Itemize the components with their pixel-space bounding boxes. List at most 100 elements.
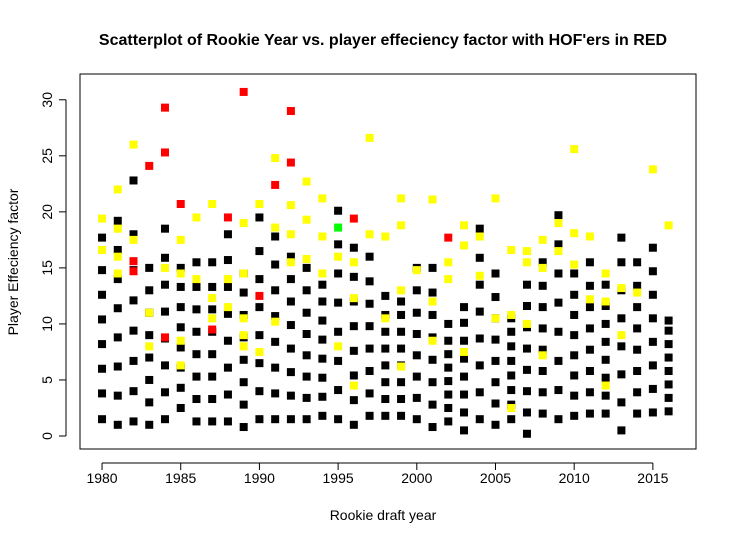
point — [271, 223, 280, 232]
point — [507, 310, 516, 319]
x-tick-label: 1985 — [165, 470, 196, 486]
point — [633, 258, 642, 267]
point — [538, 345, 547, 354]
point — [286, 106, 295, 115]
point — [475, 253, 484, 262]
point — [381, 314, 390, 323]
point — [286, 230, 295, 239]
point — [349, 346, 358, 355]
point — [239, 355, 248, 364]
point — [365, 299, 374, 308]
point — [585, 409, 594, 418]
x-tick-label: 2005 — [480, 470, 511, 486]
point — [554, 211, 563, 220]
point — [255, 213, 264, 222]
point — [302, 372, 311, 381]
point — [444, 390, 453, 399]
point — [334, 415, 343, 424]
point — [223, 213, 232, 222]
point — [617, 331, 626, 340]
point — [239, 219, 248, 228]
x-tick-label: 1980 — [86, 470, 117, 486]
point — [664, 366, 673, 375]
point — [271, 415, 280, 424]
point — [318, 280, 327, 289]
point — [570, 351, 579, 360]
point — [585, 258, 594, 267]
point — [286, 344, 295, 353]
point — [397, 221, 406, 230]
point — [444, 377, 453, 386]
point — [601, 373, 610, 382]
point — [192, 275, 201, 284]
point — [255, 331, 264, 340]
point — [601, 297, 610, 306]
point — [538, 388, 547, 397]
point — [491, 293, 500, 302]
point — [271, 389, 280, 398]
point — [113, 275, 122, 284]
point — [633, 324, 642, 333]
point — [318, 335, 327, 344]
point — [176, 343, 185, 352]
point — [365, 389, 374, 398]
point — [585, 303, 594, 312]
point — [412, 286, 421, 295]
x-axis-label: Rookie draft year — [330, 507, 437, 523]
point — [349, 294, 358, 303]
point — [428, 336, 437, 345]
point — [192, 305, 201, 314]
point — [633, 303, 642, 312]
point — [255, 275, 264, 284]
point — [460, 408, 469, 417]
chart-title: Scatterplot of Rookie Year vs. player ef… — [99, 32, 667, 49]
point — [522, 408, 531, 417]
point — [585, 324, 594, 333]
point — [208, 395, 217, 404]
point — [428, 423, 437, 432]
point — [475, 334, 484, 343]
point — [98, 233, 107, 242]
point — [286, 321, 295, 330]
point — [192, 395, 201, 404]
y-tick-label: 10 — [39, 316, 55, 332]
point — [318, 269, 327, 278]
point — [145, 263, 154, 272]
point — [491, 194, 500, 203]
point — [129, 387, 138, 396]
point — [397, 327, 406, 336]
point — [381, 344, 390, 353]
point — [491, 356, 500, 365]
point — [98, 290, 107, 299]
point — [98, 389, 107, 398]
point — [601, 301, 610, 310]
point — [286, 297, 295, 306]
point — [601, 337, 610, 346]
point — [633, 366, 642, 375]
point — [617, 398, 626, 407]
point — [208, 258, 217, 267]
point — [113, 216, 122, 225]
point — [318, 411, 327, 420]
point — [570, 269, 579, 278]
point — [113, 245, 122, 254]
point — [98, 340, 107, 349]
point — [334, 252, 343, 261]
point — [538, 258, 547, 267]
point — [570, 331, 579, 340]
point — [145, 420, 154, 429]
point — [444, 350, 453, 359]
point — [601, 381, 610, 390]
point — [617, 314, 626, 323]
point — [129, 257, 138, 266]
point — [145, 353, 154, 362]
point — [160, 333, 169, 342]
point — [192, 350, 201, 359]
point — [397, 286, 406, 295]
point — [601, 269, 610, 278]
point — [223, 417, 232, 426]
point — [208, 200, 217, 209]
point — [648, 165, 657, 174]
point — [664, 340, 673, 349]
